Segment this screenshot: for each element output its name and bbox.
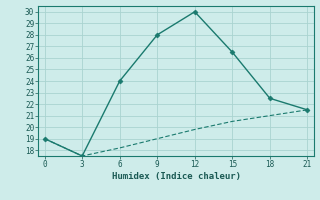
X-axis label: Humidex (Indice chaleur): Humidex (Indice chaleur) — [111, 172, 241, 181]
